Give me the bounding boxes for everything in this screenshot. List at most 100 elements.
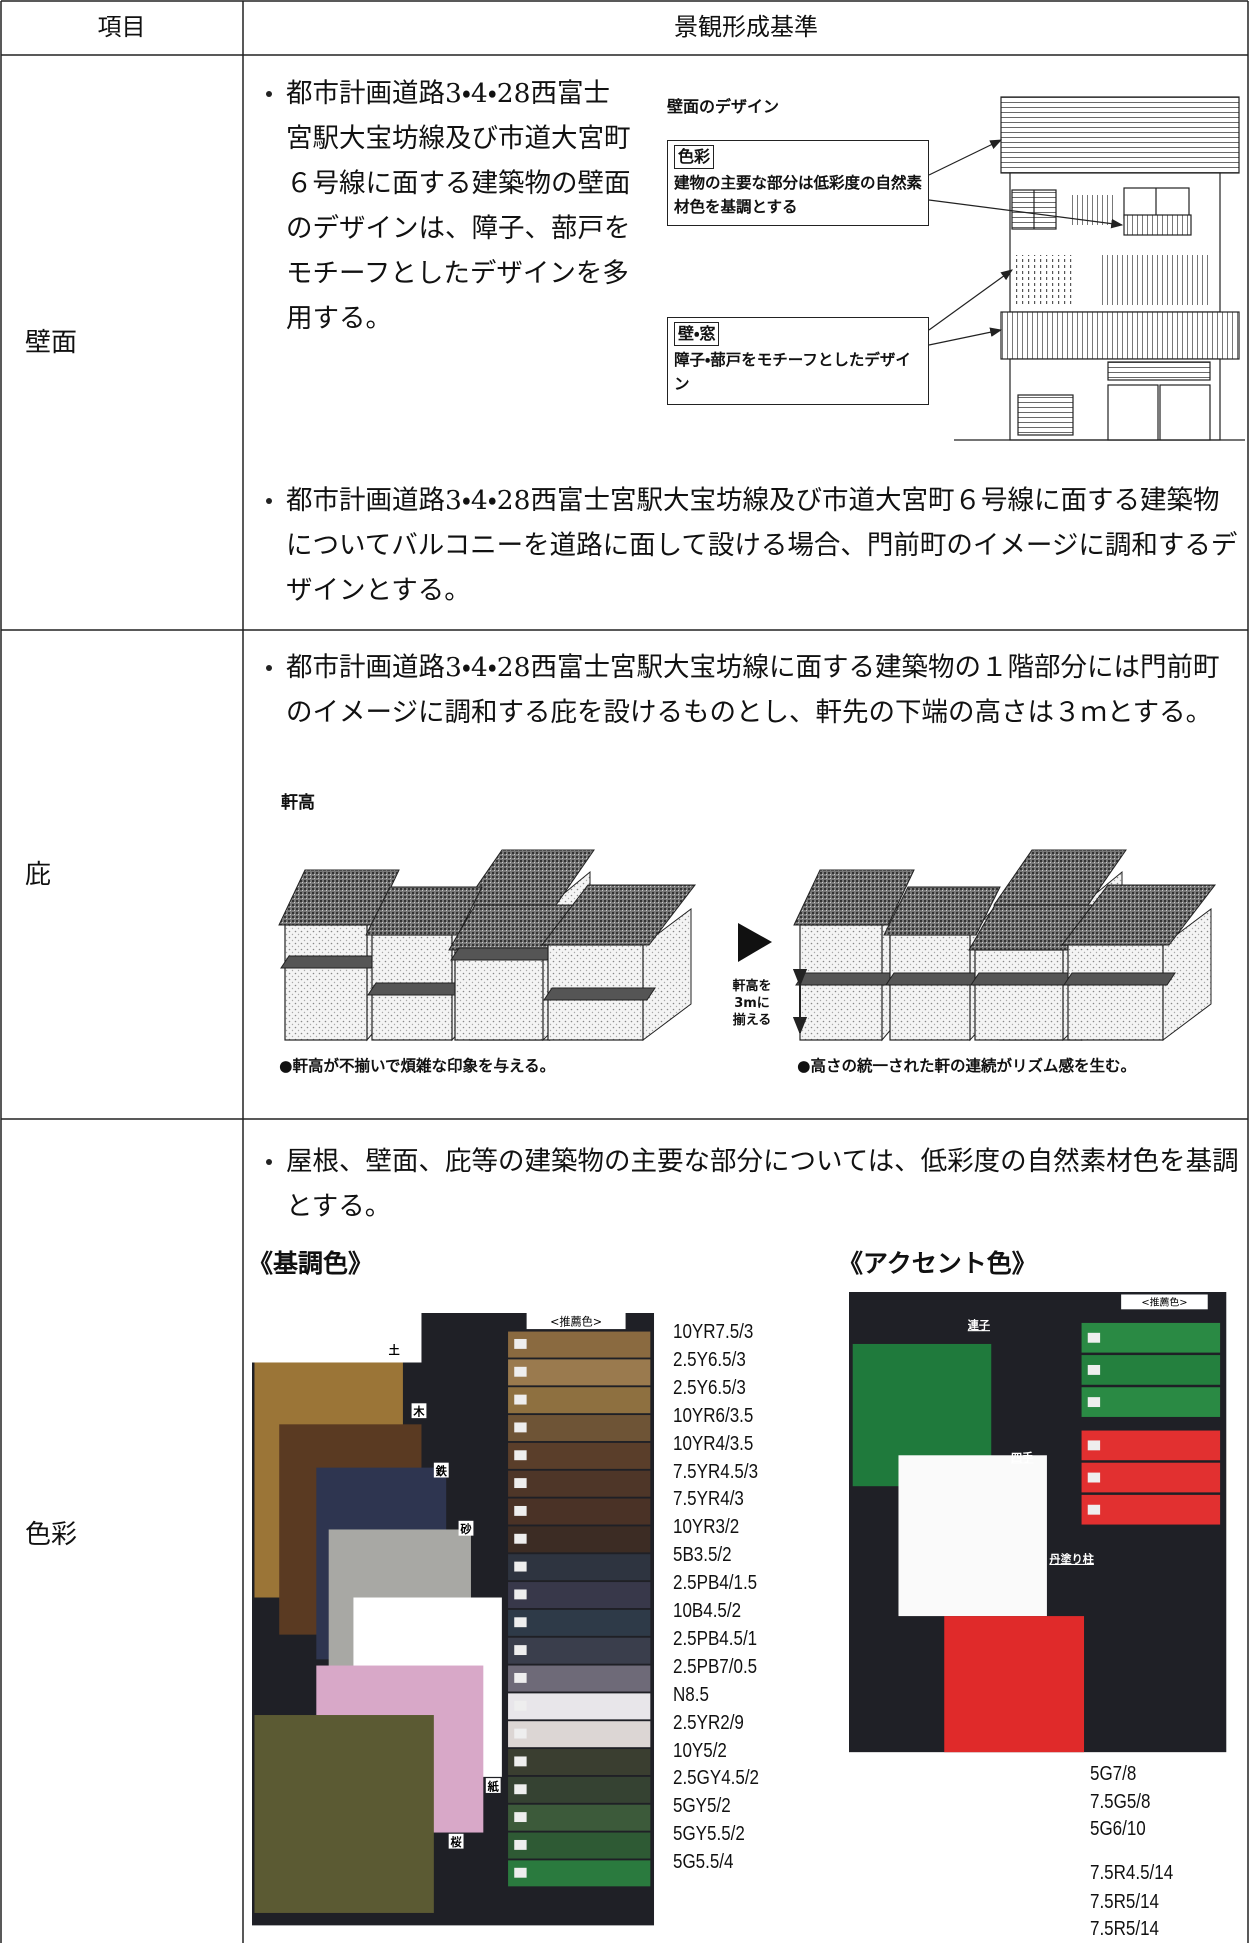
color-chip (508, 1582, 651, 1609)
callout: 壁・窓障子・蔀戸をモチーフとしたデザイン (667, 317, 929, 405)
figure-title: 壁面のデザイン (667, 97, 780, 116)
color-code: 2.5GY4.5/2 (673, 1767, 760, 1790)
color-chip (508, 1415, 651, 1442)
chip-header: <推薦色> (550, 1314, 602, 1328)
color-chip (508, 1331, 651, 1358)
color-chip (508, 1721, 651, 1748)
swatch-label: 丹塗り柱 (1049, 1552, 1094, 1566)
caption: ●高さの統一された軒の連続がリズム感を生む。 (797, 1057, 1137, 1075)
chip-header-bg (1121, 1294, 1208, 1310)
color-chip (508, 1359, 651, 1386)
chip-icon (1087, 1332, 1101, 1343)
chip-icon (514, 1728, 527, 1739)
color-chip (508, 1693, 651, 1720)
chip-icon (514, 1394, 527, 1405)
swatch-label: 紙 (488, 1779, 500, 1793)
chip-icon (514, 1561, 527, 1572)
arrow-text-line: 3mに (734, 996, 770, 1011)
swatch-label-bg (458, 1520, 474, 1536)
color-code: 10Y5/2 (673, 1739, 727, 1762)
row-label: 色彩 (25, 1520, 78, 1550)
callout-text: 障子・蔀戸をモチーフとしたデザイン (674, 351, 911, 393)
color-chip (508, 1776, 651, 1803)
facade-illustration (928, 96, 1245, 441)
chip-icon (514, 1756, 527, 1767)
front-wall (454, 949, 544, 1041)
callout: 色彩 建物の主要な部分は低彩度の自然素材色を基調とする (667, 140, 929, 226)
arrow-right (738, 923, 772, 962)
color-chip (1081, 1430, 1221, 1461)
color-code: 2.5PB4.5/1 (673, 1627, 758, 1650)
canopy (1063, 972, 1176, 986)
canopy (367, 982, 465, 996)
roof (278, 869, 400, 926)
color-code: 10YR7.5/3 (673, 1321, 754, 1343)
canopy (543, 987, 656, 1001)
color-code: 5GY5.5/2 (673, 1823, 745, 1846)
front-wall (889, 934, 971, 1041)
swatch-label: 鉄 (435, 1464, 448, 1478)
chip-icon (514, 1784, 527, 1795)
row-label: 壁面 (25, 328, 78, 358)
color-code: 7.5YR4/3 (673, 1488, 744, 1511)
color-code: 7.5R4.5/14 (1090, 1862, 1174, 1884)
arrow-text-line: 軒高を (732, 979, 772, 994)
swatch-label-bg (448, 1833, 464, 1849)
color-code: 2.5YR2/9 (673, 1711, 744, 1734)
canopy (970, 972, 1076, 986)
color-code: 7.5G5/8 (1090, 1791, 1151, 1813)
color-code: 7.5R5/14 (1090, 1918, 1159, 1940)
color-code: 2.5PB4/1.5 (673, 1572, 758, 1595)
color-code: 5GY5/2 (673, 1795, 731, 1818)
color-code: N8.5 (673, 1683, 709, 1706)
color-code: 5B3.5/2 (673, 1544, 732, 1567)
chip-icon (514, 1478, 527, 1489)
color-code: 2.5PB7/0.5 (673, 1655, 758, 1678)
color-code: 5G6/10 (1090, 1818, 1146, 1840)
figure-title: 軒高 (281, 793, 315, 813)
roof (1060, 884, 1217, 946)
bullet-dot (266, 498, 272, 504)
color-code: 10B4.5/2 (673, 1600, 742, 1622)
swatch-label-bg (485, 1778, 501, 1793)
bullet-text: 都市計画道路3・4・28西富士宮駅大宝坊線に面する建築物の１階部分には門前町のイ… (286, 652, 1220, 728)
front-wall (284, 924, 368, 1041)
swatch-label-bg (386, 1341, 402, 1357)
canopy (885, 972, 983, 986)
color-chip (508, 1526, 651, 1553)
chip-icon (1087, 1472, 1101, 1483)
bullet-text: 屋根、壁面、庇等の建築物の主要な部分については、低彩度の自然素材色を基調とする。 (286, 1146, 1239, 1222)
chip-icon (1087, 1364, 1101, 1375)
color-code: 5G7/8 (1090, 1763, 1137, 1785)
color-chip (508, 1804, 651, 1831)
color-chip (508, 1609, 651, 1636)
color-chip (508, 1554, 651, 1581)
chip-icon (1087, 1397, 1101, 1408)
bullet: 都市計画道路3・4・28西富士宮駅大宝坊線及び市道大宮町６号線に面する建築物につ… (258, 478, 1243, 613)
color-sheet (898, 1455, 1047, 1617)
color-code: 7.5R5/14 (1090, 1891, 1159, 1913)
callout-heading: 壁・窓 (674, 322, 720, 346)
color-chip (508, 1498, 651, 1525)
chip-icon (514, 1672, 527, 1683)
eaves-illustration (278, 849, 1217, 1042)
front-wall (974, 949, 1064, 1041)
swatch-label: 土 (389, 1343, 400, 1357)
roof (883, 886, 1001, 936)
swatch-label: 木 (412, 1405, 425, 1419)
color-code: 10YR4/3.5 (673, 1432, 754, 1455)
chip-icon (514, 1645, 527, 1656)
color-code: 5G5.5/4 (673, 1851, 734, 1874)
front-wall (1067, 944, 1164, 1041)
chip-icon (1087, 1440, 1101, 1451)
chip-icon (514, 1533, 527, 1544)
bullet-text: 都市計画道路3・4・28西富士宮駅大宝坊線及び市道大宮町６号線に面する建築物の壁… (286, 78, 631, 334)
color-sheet (254, 1715, 434, 1913)
color-chip (508, 1860, 651, 1887)
